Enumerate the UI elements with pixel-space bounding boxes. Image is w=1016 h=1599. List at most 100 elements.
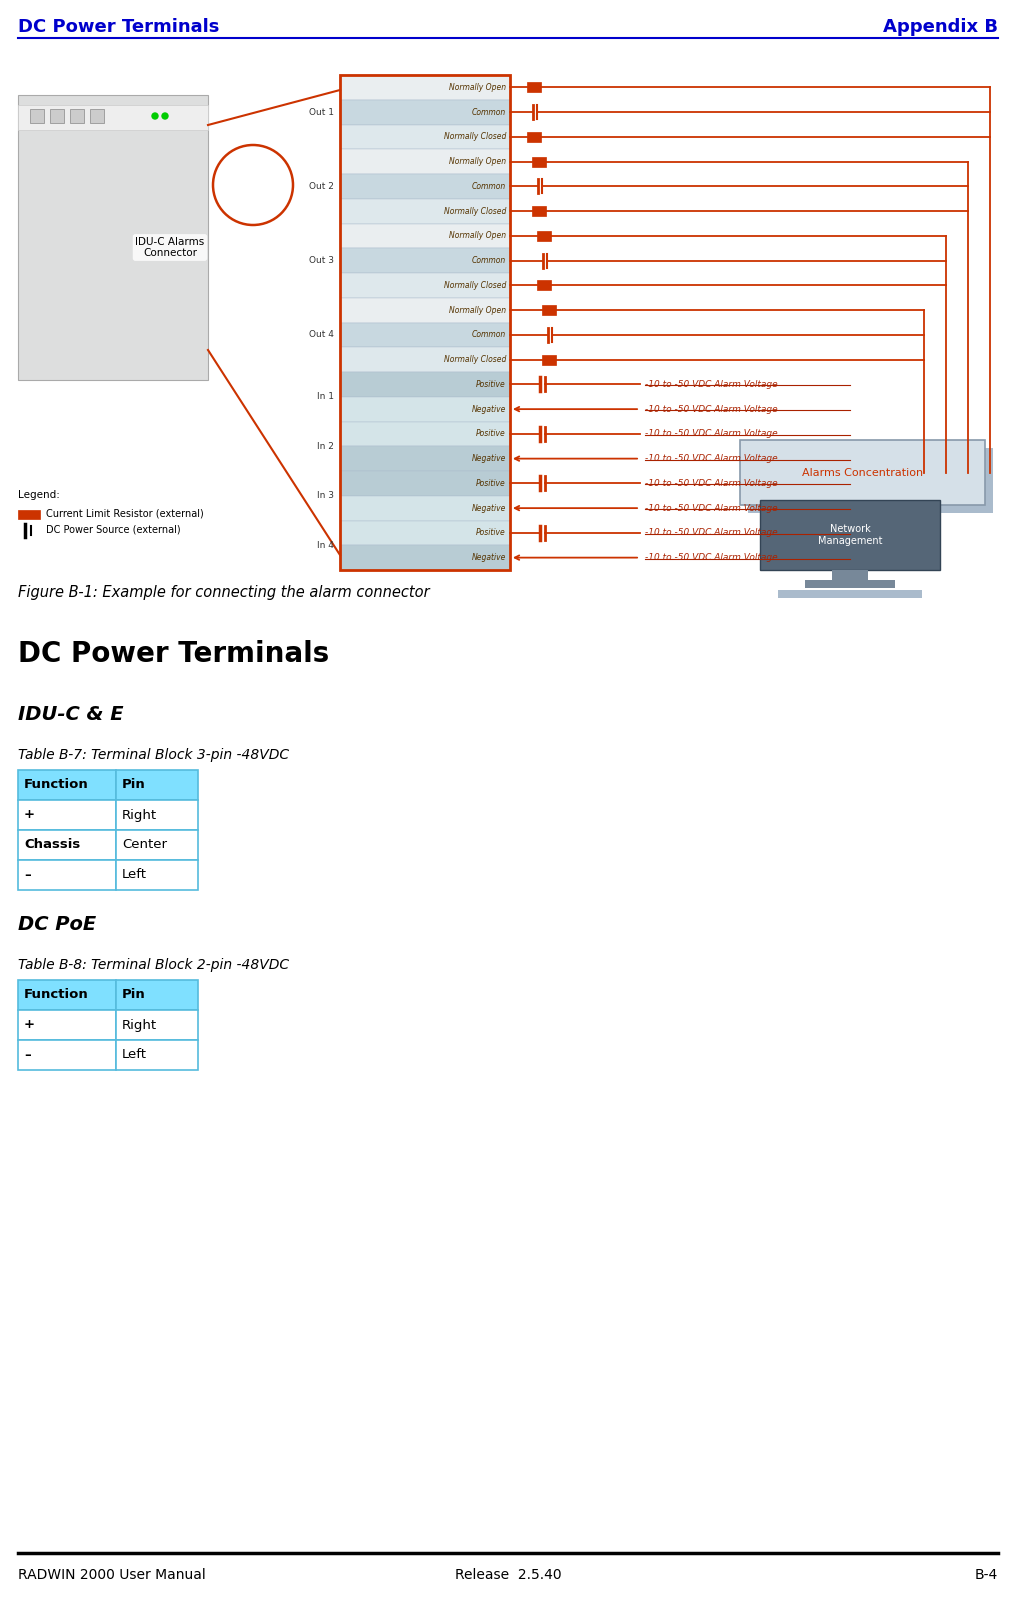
Bar — [18, 800, 116, 830]
Bar — [18, 510, 40, 520]
Bar — [527, 131, 541, 142]
Bar — [537, 230, 551, 241]
Bar — [340, 224, 510, 248]
Bar — [778, 590, 922, 598]
Text: Normally Open: Normally Open — [449, 232, 506, 240]
Text: Out 2: Out 2 — [309, 182, 334, 190]
Text: DC Power Terminals: DC Power Terminals — [18, 18, 219, 37]
Text: Legend:: Legend: — [18, 489, 60, 500]
Text: Common: Common — [471, 331, 506, 339]
Text: Figure B-1: Example for connecting the alarm connector: Figure B-1: Example for connecting the a… — [18, 585, 430, 600]
Bar — [340, 99, 510, 125]
Bar — [537, 280, 551, 291]
Bar — [70, 109, 84, 123]
Text: +: + — [24, 809, 35, 822]
Bar — [340, 496, 510, 521]
Text: +: + — [24, 1019, 35, 1031]
Bar — [18, 1011, 116, 1039]
Bar — [542, 355, 556, 365]
Bar — [116, 1011, 198, 1039]
Text: Common: Common — [471, 107, 506, 117]
Bar — [532, 206, 546, 216]
Bar — [340, 149, 510, 174]
Bar — [340, 521, 510, 545]
Bar — [340, 323, 510, 347]
Bar — [340, 297, 510, 323]
Bar — [50, 109, 64, 123]
Bar — [116, 771, 198, 800]
Bar — [116, 1039, 198, 1070]
Circle shape — [152, 114, 158, 118]
Text: Right: Right — [122, 1019, 157, 1031]
Text: Table B-7: Terminal Block 3-pin -48VDC: Table B-7: Terminal Block 3-pin -48VDC — [18, 748, 290, 763]
Bar — [90, 109, 104, 123]
Text: RADWIN 2000 User Manual: RADWIN 2000 User Manual — [18, 1569, 206, 1581]
Text: In 3: In 3 — [317, 491, 334, 500]
Text: Pin: Pin — [122, 988, 145, 1001]
Text: Negative: Negative — [471, 553, 506, 563]
Text: -10 to -50 VDC Alarm Voltage: -10 to -50 VDC Alarm Voltage — [645, 528, 777, 537]
Bar — [18, 830, 116, 860]
Bar — [18, 94, 208, 381]
Bar — [340, 545, 510, 569]
Text: -10 to -50 VDC Alarm Voltage: -10 to -50 VDC Alarm Voltage — [645, 478, 777, 488]
Text: Normally Closed: Normally Closed — [444, 281, 506, 289]
Text: Right: Right — [122, 809, 157, 822]
Bar — [542, 305, 556, 315]
Bar — [340, 422, 510, 446]
Text: –: – — [24, 1049, 30, 1062]
Bar — [340, 397, 510, 422]
Text: Left: Left — [122, 868, 147, 881]
Text: Out 3: Out 3 — [309, 256, 334, 265]
Bar — [340, 198, 510, 224]
Bar — [18, 980, 116, 1011]
Text: Negative: Negative — [471, 504, 506, 513]
Text: Positive: Positive — [477, 430, 506, 438]
Bar — [832, 569, 868, 580]
Text: Positive: Positive — [477, 528, 506, 537]
Text: Normally Open: Normally Open — [449, 305, 506, 315]
Text: Alarms Concentration: Alarms Concentration — [802, 467, 924, 478]
Text: -10 to -50 VDC Alarm Voltage: -10 to -50 VDC Alarm Voltage — [645, 504, 777, 513]
Text: Normally Closed: Normally Closed — [444, 133, 506, 141]
Bar — [116, 830, 198, 860]
Text: Negative: Negative — [471, 405, 506, 414]
Text: Function: Function — [24, 988, 88, 1001]
Text: Pin: Pin — [122, 779, 145, 792]
Text: Function: Function — [24, 779, 88, 792]
Circle shape — [162, 114, 168, 118]
Bar — [805, 580, 895, 588]
Text: Normally Closed: Normally Closed — [444, 206, 506, 216]
Bar — [18, 1039, 116, 1070]
Bar — [30, 109, 44, 123]
Text: Current Limit Resistor (external): Current Limit Resistor (external) — [46, 508, 204, 520]
Bar — [340, 75, 510, 569]
Text: Table B-8: Terminal Block 2-pin -48VDC: Table B-8: Terminal Block 2-pin -48VDC — [18, 958, 290, 972]
Text: Common: Common — [471, 182, 506, 190]
Text: Normally Open: Normally Open — [449, 83, 506, 91]
Text: In 2: In 2 — [317, 441, 334, 451]
Bar — [18, 771, 116, 800]
Bar — [527, 83, 541, 93]
Text: Common: Common — [471, 256, 506, 265]
Bar — [18, 860, 116, 891]
Bar — [340, 273, 510, 297]
Text: -10 to -50 VDC Alarm Voltage: -10 to -50 VDC Alarm Voltage — [645, 381, 777, 389]
Bar — [740, 440, 985, 505]
Bar — [748, 448, 993, 513]
Text: B-4: B-4 — [974, 1569, 998, 1581]
Text: Normally Open: Normally Open — [449, 157, 506, 166]
Text: Out 1: Out 1 — [309, 107, 334, 117]
Bar — [18, 106, 208, 130]
Text: -10 to -50 VDC Alarm Voltage: -10 to -50 VDC Alarm Voltage — [645, 405, 777, 414]
Text: In 4: In 4 — [317, 540, 334, 550]
Text: Network
Management: Network Management — [818, 524, 882, 545]
Text: Left: Left — [122, 1049, 147, 1062]
Bar — [340, 472, 510, 496]
Text: DC Power Terminals: DC Power Terminals — [18, 640, 329, 668]
Bar — [340, 125, 510, 149]
Text: Chassis: Chassis — [24, 838, 80, 852]
Text: -10 to -50 VDC Alarm Voltage: -10 to -50 VDC Alarm Voltage — [645, 553, 777, 563]
Text: IDU-C & E: IDU-C & E — [18, 705, 124, 724]
Bar — [340, 75, 510, 99]
